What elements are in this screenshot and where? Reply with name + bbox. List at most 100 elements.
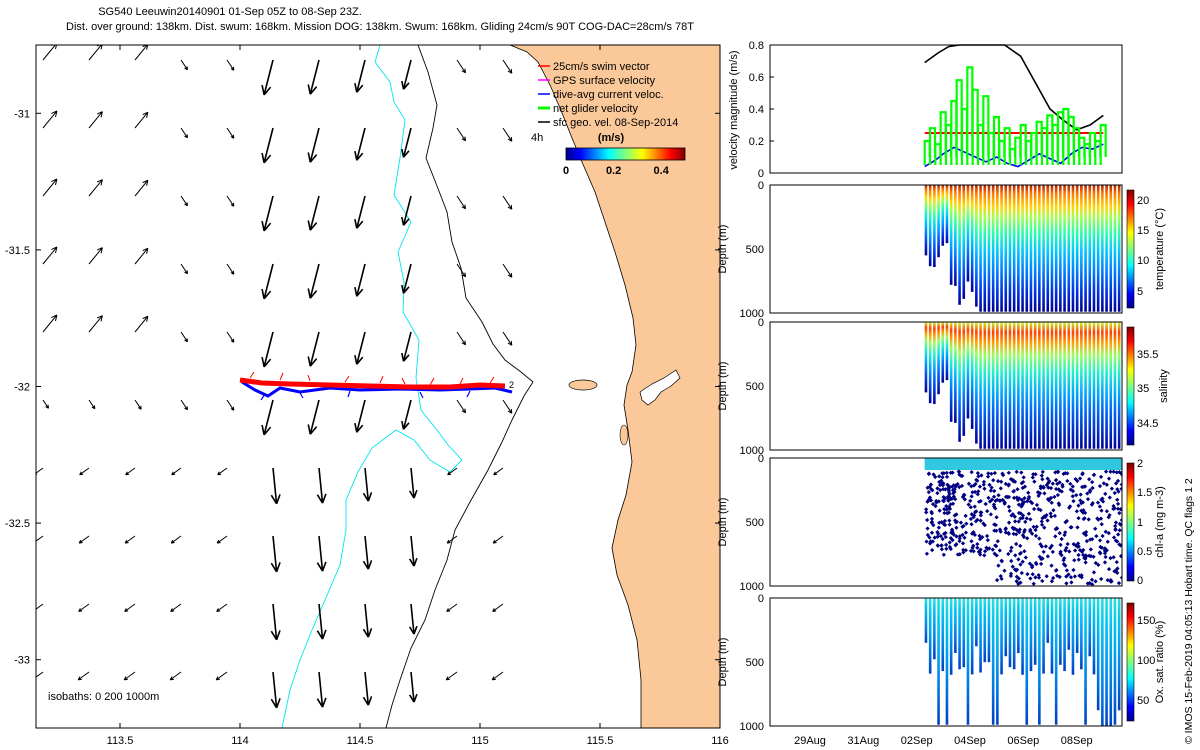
dive-profile [1080, 185, 1083, 312]
map-x-tick: 116 [711, 735, 729, 747]
sfc-velocity-arrow [354, 127, 366, 161]
chla-point [1034, 524, 1039, 529]
chla-point [1020, 485, 1025, 491]
map-y-tick: -33 [14, 655, 30, 667]
ox-cbar-tick: 150 [1137, 615, 1155, 627]
sfc-velocity-arrow [271, 740, 280, 750]
chla-point [950, 537, 955, 543]
chla-point [1006, 520, 1012, 525]
chla-point [994, 578, 1000, 583]
dive-profile [1017, 598, 1020, 654]
chla-point [1086, 517, 1091, 522]
chla-point [974, 477, 979, 482]
chla-point [1018, 562, 1023, 567]
chla-point [1117, 528, 1122, 533]
dive-profile [1088, 598, 1092, 657]
chla-point [1070, 488, 1076, 494]
chl-depth-tick: 1000 [740, 581, 764, 593]
chla-point [1020, 559, 1025, 564]
chla-point [1097, 484, 1103, 489]
dive-profile [975, 322, 978, 444]
chla-point [1083, 530, 1089, 535]
chla-point [931, 523, 936, 528]
sfc-velocity-arrow [354, 399, 366, 433]
chla-point [994, 553, 999, 558]
sfc-velocity-arrow [261, 195, 274, 232]
dive-profile [1067, 322, 1071, 449]
dive-profile [983, 598, 987, 663]
sfc-velocity-arrow [125, 467, 136, 476]
chla-point [1078, 492, 1083, 497]
sfc-velocity-arrow [401, 195, 412, 226]
chla-point [951, 494, 956, 499]
sfc-velocity-arrow [217, 467, 228, 476]
chla-point [1087, 488, 1093, 493]
time-tick: 29Aug [794, 735, 826, 747]
chla-point [1036, 575, 1042, 580]
dive-profile [1075, 598, 1079, 653]
dive-profile [1109, 185, 1113, 312]
temperature-panel: 0 500 1000 Depth (m) 20 15 10 5 temperat… [717, 180, 1166, 320]
chla-point [966, 502, 971, 507]
time-tick: 31Aug [847, 735, 879, 747]
chla-point [1103, 529, 1108, 534]
chla-point [1029, 565, 1035, 570]
chla-point [994, 515, 999, 520]
chla-point [1096, 517, 1101, 522]
chla-point [1107, 495, 1112, 500]
dive-profile [1067, 185, 1071, 312]
chla-point [1093, 526, 1098, 531]
chla-point [992, 470, 997, 476]
sfc-velocity-arrow [36, 671, 44, 678]
chla-point [947, 518, 952, 523]
chla-point [1040, 578, 1045, 584]
dive-profile [1092, 598, 1096, 675]
chl-depth-tick: 500 [746, 517, 764, 529]
chla-point [1002, 500, 1007, 505]
chla-point [1033, 533, 1039, 538]
chla-point [1019, 497, 1024, 503]
chla-point [1064, 581, 1069, 586]
chla-point [1009, 558, 1014, 564]
sfc-velocity-arrow [492, 740, 503, 748]
dive-profile [941, 185, 945, 246]
chla-point [1113, 523, 1118, 529]
chla-point [998, 498, 1003, 503]
chla-point [948, 470, 953, 475]
dive-profile [958, 598, 961, 670]
sfc-velocity-arrow [261, 263, 274, 300]
chla-point [926, 489, 931, 495]
chla-point [992, 488, 997, 494]
dive-profile [1004, 598, 1008, 657]
chla-point [977, 484, 983, 489]
chla-point [1016, 519, 1021, 524]
temperature-colorbar [1126, 189, 1135, 309]
dive-profile [991, 598, 995, 725]
chla-point [1084, 539, 1090, 544]
chla-point [929, 509, 934, 515]
chla-point [1100, 533, 1105, 539]
chla-point [970, 545, 975, 550]
chla-point [954, 525, 959, 530]
dive-profile [996, 322, 999, 449]
chla-point [1033, 472, 1038, 477]
chla-point [929, 516, 935, 521]
dive-profile [1109, 322, 1113, 449]
temp-cbar-tick: 5 [1137, 286, 1143, 298]
chla-point [1115, 501, 1121, 507]
chla-point [1115, 506, 1121, 511]
map-y-tick: -32.5 [5, 518, 30, 530]
chla-point [1050, 481, 1055, 486]
chla-point [1012, 526, 1017, 531]
dive-profile [1012, 598, 1016, 670]
dive-profile [975, 185, 978, 307]
chla-point [954, 534, 959, 539]
chla-point [1053, 568, 1059, 573]
dive-profile [1101, 185, 1104, 312]
dive-profile [1029, 322, 1033, 449]
sfc-velocity-arrow [456, 263, 467, 278]
chla-point [982, 553, 987, 558]
chla-point [945, 494, 951, 499]
chla-point [1065, 471, 1070, 476]
label-4h: 4h [531, 132, 543, 144]
